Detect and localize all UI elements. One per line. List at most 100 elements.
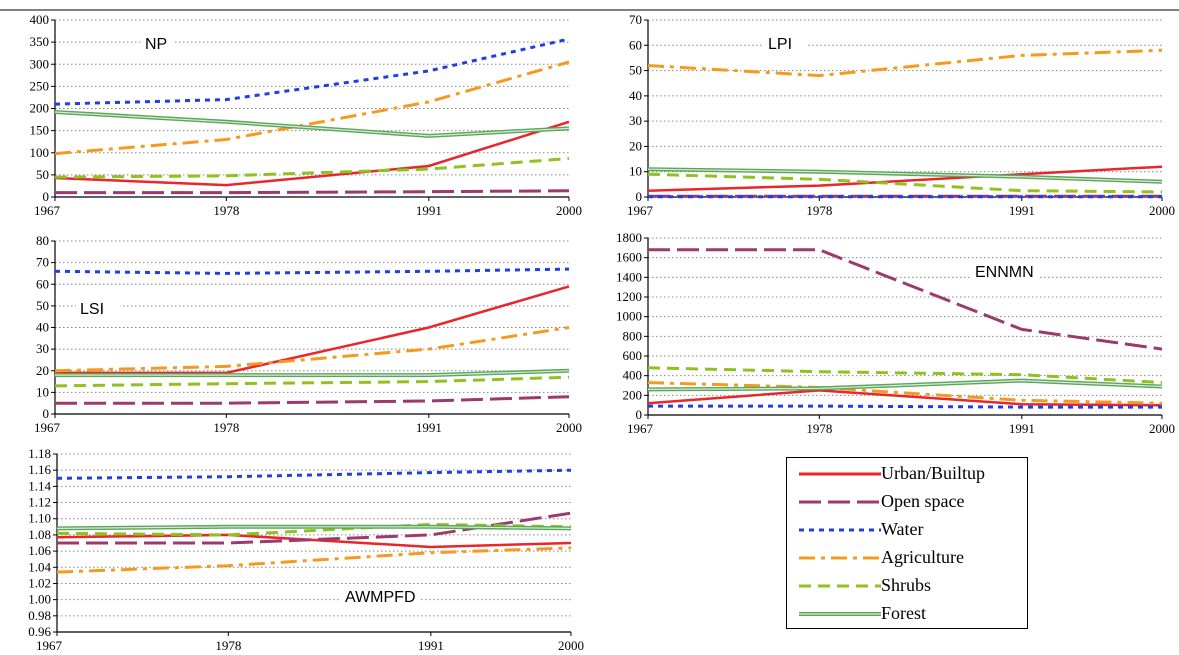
y-tick-label: 20 xyxy=(629,138,642,153)
y-tick-label: 1400 xyxy=(616,269,642,284)
legend-swatch xyxy=(799,500,881,504)
series-urban-builtup-line xyxy=(647,165,1163,192)
series-water-line xyxy=(54,37,570,106)
legend-swatch xyxy=(799,472,881,476)
y-tick-label: 1200 xyxy=(616,289,642,304)
y-tick-label: 1800 xyxy=(616,230,642,245)
legend-swatch xyxy=(799,556,881,560)
series-forest-line-inner xyxy=(55,370,570,376)
legend-item: Urban/Builtup xyxy=(787,460,1027,488)
series-open-space-line xyxy=(55,395,570,405)
series-urban-builtup-line xyxy=(55,285,570,375)
y-tick-label: 1.14 xyxy=(28,478,51,493)
series-forest-line-inner xyxy=(56,526,572,529)
legend: Urban/Builtup Open space Water Agriculture S… xyxy=(786,457,1028,629)
legend-item: Agriculture xyxy=(787,544,1027,572)
x-tick-label: 2000 xyxy=(556,420,582,435)
y-tick-label: 60 xyxy=(629,37,642,52)
chart-lpi: 0 10 20 30 40 50 60 70 1967 1978 1991 2000 LPI xyxy=(627,12,1175,218)
x-tick-label: 2000 xyxy=(1149,421,1175,436)
y-tick-label: 400 xyxy=(623,368,643,383)
chart-title-bg xyxy=(141,34,173,54)
chart-title-bg xyxy=(76,299,120,319)
y-tick-label: 50 xyxy=(629,63,642,78)
y-tick-label: 1.02 xyxy=(28,575,51,590)
series-open-space-line xyxy=(648,248,1163,351)
series-open-space-line xyxy=(57,511,572,545)
y-tick-label: 40 xyxy=(629,88,642,103)
x-tick-label: 1991 xyxy=(1009,421,1035,436)
x-tick-label: 1967 xyxy=(34,203,61,218)
y-tick-label: 250 xyxy=(30,78,50,93)
series-open-space-line xyxy=(55,189,570,195)
x-tick-label: 1991 xyxy=(418,638,444,653)
chart-lsi: 0 10 20 30 40 50 60 70 80 1967 1978 1991 2000 LSI xyxy=(34,233,582,435)
legend-label: Water xyxy=(881,519,924,539)
legend-item: Open space xyxy=(787,488,1027,516)
x-tick-label: 1978 xyxy=(806,421,832,436)
y-tick-label: 10 xyxy=(629,164,642,179)
y-tick-label: 300 xyxy=(30,56,50,71)
y-tick-label: 80 xyxy=(36,233,49,248)
y-tick-label: 1.16 xyxy=(28,462,51,477)
y-tick-label: 60 xyxy=(36,276,49,291)
legend-label: Shrubs xyxy=(881,575,932,595)
legend-item: Water xyxy=(787,516,1027,544)
series-water-line xyxy=(56,468,572,480)
legend-label: Forest xyxy=(881,603,926,623)
series-urban-builtup-line xyxy=(56,533,572,549)
y-tick-label: 0 xyxy=(636,189,643,204)
y-tick-label: 1.12 xyxy=(28,495,51,510)
chart-title: AWMPFD xyxy=(345,589,416,606)
series-agriculture-line xyxy=(54,60,570,156)
chart-title-bg xyxy=(341,587,421,607)
chart-np: 0 50 100 150 200 250 300 350 400 1967 1978 1991 2000… xyxy=(30,12,583,218)
x-tick-label: 2000 xyxy=(558,638,584,653)
series-shrubs-line xyxy=(647,366,1163,385)
y-tick-label: 0 xyxy=(43,406,50,421)
x-tick-label: 1978 xyxy=(215,638,241,653)
y-tick-label: 1.18 xyxy=(28,446,51,461)
legend-item: Forest xyxy=(787,600,1027,628)
y-tick-label: 350 xyxy=(30,34,50,49)
y-tick-label: 70 xyxy=(629,12,642,27)
y-tick-label: 10 xyxy=(36,384,49,399)
y-tick-label: 1.08 xyxy=(28,527,51,542)
series-shrubs-line xyxy=(54,375,570,388)
y-tick-label: 1.04 xyxy=(28,559,51,574)
y-tick-label: 0 xyxy=(636,407,643,422)
y-tick-label: 30 xyxy=(629,113,642,128)
x-tick-label: 1967 xyxy=(36,638,63,653)
series-shrubs-line xyxy=(54,157,570,179)
series-forest-line-inner xyxy=(54,111,570,137)
y-tick-label: 70 xyxy=(36,255,49,270)
series-agriculture-line xyxy=(647,48,1163,78)
y-tick-label: 200 xyxy=(623,387,643,402)
legend-swatch xyxy=(799,584,881,588)
y-tick-label: 600 xyxy=(623,348,643,363)
x-tick-label: 1978 xyxy=(213,203,239,218)
series-water-line xyxy=(648,404,1162,409)
legend-item: Shrubs xyxy=(787,572,1027,600)
series-urban-builtup-line xyxy=(647,389,1163,407)
chart-ennmn: 0 200 400 600 800 1000 1200 1400 1600 1800 1967 197… xyxy=(616,230,1175,436)
chart-title-bg xyxy=(764,34,808,54)
chart-awmpfd: 0.960.981.00 1.021.041.061.081.101.12 1.14… xyxy=(28,446,584,653)
x-tick-label: 2000 xyxy=(556,203,582,218)
y-tick-label: 150 xyxy=(30,123,50,138)
y-tick-label: 50 xyxy=(36,298,49,313)
legend-swatch xyxy=(799,528,881,532)
y-tick-label: 0.98 xyxy=(28,608,51,623)
y-tick-label: 800 xyxy=(623,328,643,343)
x-tick-label: 1991 xyxy=(1009,203,1035,218)
y-tick-label: 400 xyxy=(30,12,50,27)
x-tick-label: 2000 xyxy=(1149,203,1175,218)
y-tick-label: 20 xyxy=(36,363,49,378)
y-tick-label: 0.96 xyxy=(28,624,51,639)
chart-title: ENNMN xyxy=(975,264,1034,281)
y-tick-label: 30 xyxy=(36,341,49,356)
x-tick-label: 1967 xyxy=(627,421,654,436)
y-tick-label: 1000 xyxy=(616,309,642,324)
y-tick-label: 1.06 xyxy=(28,543,51,558)
